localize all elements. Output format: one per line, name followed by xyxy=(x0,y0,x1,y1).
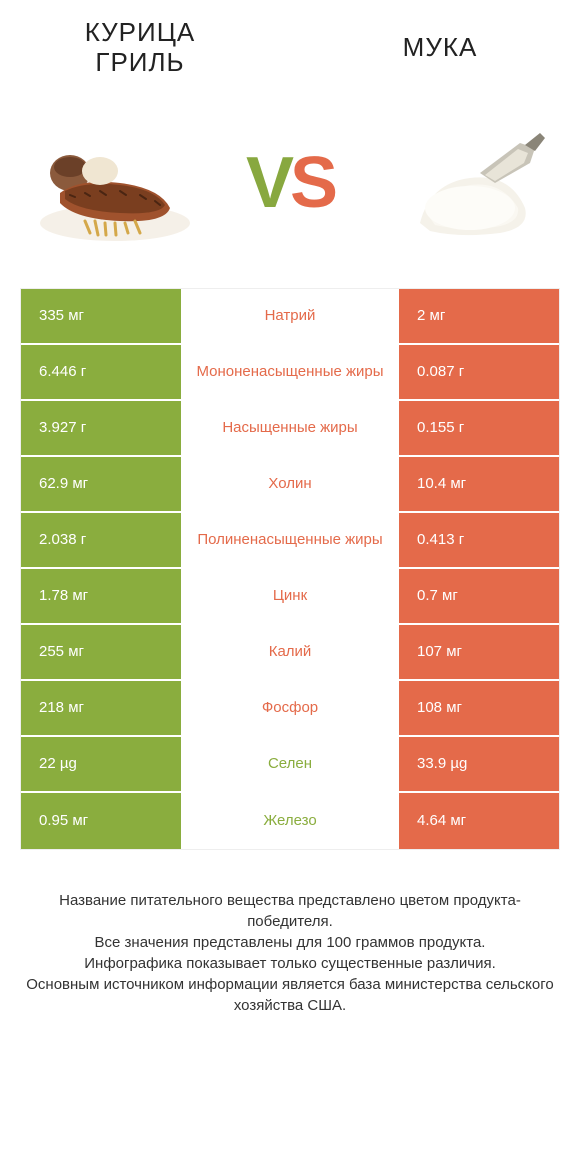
nutrient-label-cell: Цинк xyxy=(181,569,399,623)
right-value-cell: 108 мг xyxy=(399,681,559,735)
table-row: 335 мгНатрий2 мг xyxy=(21,289,559,345)
nutrient-label-cell: Железо xyxy=(181,793,399,849)
table-row: 6.446 гМононенасыщенные жиры0.087 г xyxy=(21,345,559,401)
right-value-cell: 33.9 µg xyxy=(399,737,559,791)
footer-line-2: Все значения представлены для 100 граммо… xyxy=(20,932,560,953)
vs-s: S xyxy=(290,143,334,223)
comparison-table: 335 мгНатрий2 мг6.446 гМононенасыщенные … xyxy=(20,288,560,850)
right-product-image xyxy=(380,113,550,253)
nutrient-label-cell: Полиненасыщенные жиры xyxy=(181,513,399,567)
images-row: VS xyxy=(0,88,580,288)
table-row: 1.78 мгЦинк0.7 мг xyxy=(21,569,559,625)
nutrient-label-cell: Калий xyxy=(181,625,399,679)
left-value-cell: 3.927 г xyxy=(21,401,181,455)
right-value-cell: 107 мг xyxy=(399,625,559,679)
footer-line-4: Основным источником информации является … xyxy=(20,974,560,1016)
nutrient-label-cell: Натрий xyxy=(181,289,399,343)
nutrient-label-cell: Селен xyxy=(181,737,399,791)
right-value-cell: 0.087 г xyxy=(399,345,559,399)
table-row: 22 µgСелен33.9 µg xyxy=(21,737,559,793)
right-value-cell: 4.64 мг xyxy=(399,793,559,849)
table-row: 62.9 мгХолин10.4 мг xyxy=(21,457,559,513)
left-product-image xyxy=(30,113,200,253)
nutrient-label-cell: Мононенасыщенные жиры xyxy=(181,345,399,399)
footer-line-1: Название питательного вещества представл… xyxy=(20,890,560,932)
right-value-cell: 10.4 мг xyxy=(399,457,559,511)
left-value-cell: 62.9 мг xyxy=(21,457,181,511)
left-value-cell: 2.038 г xyxy=(21,513,181,567)
table-row: 0.95 мгЖелезо4.64 мг xyxy=(21,793,559,849)
table-row: 255 мгКалий107 мг xyxy=(21,625,559,681)
table-row: 3.927 гНасыщенные жиры0.155 г xyxy=(21,401,559,457)
right-value-cell: 2 мг xyxy=(399,289,559,343)
header: КУРИЦА ГРИЛЬ МУКА xyxy=(0,0,580,88)
vs-v: V xyxy=(246,143,290,223)
right-product-title: МУКА xyxy=(340,33,540,63)
left-value-cell: 218 мг xyxy=(21,681,181,735)
left-value-cell: 1.78 мг xyxy=(21,569,181,623)
left-value-cell: 255 мг xyxy=(21,625,181,679)
footer-line-3: Инфографика показывает только существенн… xyxy=(20,953,560,974)
right-value-cell: 0.155 г xyxy=(399,401,559,455)
right-value-cell: 0.7 мг xyxy=(399,569,559,623)
nutrient-label-cell: Насыщенные жиры xyxy=(181,401,399,455)
left-value-cell: 6.446 г xyxy=(21,345,181,399)
left-value-cell: 0.95 мг xyxy=(21,793,181,849)
left-value-cell: 335 мг xyxy=(21,289,181,343)
right-value-cell: 0.413 г xyxy=(399,513,559,567)
vs-label: VS xyxy=(246,142,334,224)
table-row: 2.038 гПолиненасыщенные жиры0.413 г xyxy=(21,513,559,569)
footer-notes: Название питательного вещества представл… xyxy=(0,850,580,1016)
nutrient-label-cell: Фосфор xyxy=(181,681,399,735)
nutrient-label-cell: Холин xyxy=(181,457,399,511)
left-product-title: КУРИЦА ГРИЛЬ xyxy=(40,18,240,78)
table-row: 218 мгФосфор108 мг xyxy=(21,681,559,737)
left-value-cell: 22 µg xyxy=(21,737,181,791)
